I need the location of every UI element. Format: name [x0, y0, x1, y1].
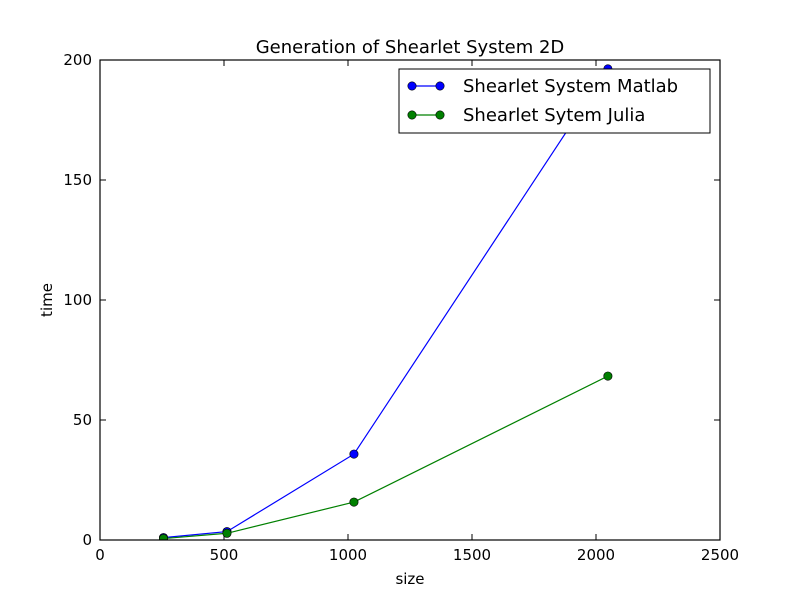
legend-box — [398, 68, 711, 134]
series-1-point-0 — [158, 534, 168, 540]
chart-title: Generation of Shearlet System 2D — [256, 37, 565, 58]
y-tick-label-3: 150 — [63, 171, 92, 189]
x-tick-label-2: 1000 — [329, 546, 367, 564]
legend: Shearlet System Matlab Shearlet Sytem Jul… — [398, 68, 711, 134]
x-tick-label-3: 1500 — [453, 546, 491, 564]
y-axis-label: time — [38, 283, 56, 317]
plot-area: 0 500 1000 1500 2000 2500 0 50 100 150 200 — [63, 51, 739, 564]
x-tick-label-5: 2500 — [701, 546, 739, 564]
x-tick-label-4: 2000 — [577, 546, 615, 564]
series-1-point-1 — [222, 528, 232, 538]
x-tick-label-1: 500 — [210, 546, 239, 564]
legend-label-1: Shearlet Sytem Julia — [463, 105, 645, 126]
series-1-point-3 — [603, 371, 613, 381]
series-1-point-2 — [349, 497, 359, 507]
x-axis-label: size — [395, 570, 424, 588]
y-tick-label-4: 200 — [63, 51, 92, 69]
series-line-0 — [163, 68, 609, 539]
x-tick-label-0: 0 — [95, 546, 105, 564]
y-tick-label-1: 50 — [73, 411, 92, 429]
legend-marker-right-0 — [435, 81, 445, 91]
y-tick-label-2: 100 — [63, 291, 92, 309]
legend-marker-left-1 — [407, 110, 417, 120]
legend-marker-left-0 — [407, 81, 417, 91]
series-line-1 — [163, 375, 609, 540]
legend-label-0: Shearlet System Matlab — [463, 76, 678, 97]
y-tick-label-0: 0 — [82, 531, 92, 549]
series-0-point-2 — [349, 449, 359, 459]
legend-marker-right-1 — [435, 110, 445, 120]
plot-frame — [99, 59, 721, 541]
